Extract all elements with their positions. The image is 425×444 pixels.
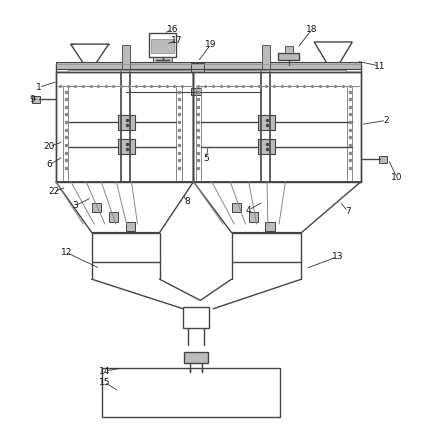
Text: 19: 19 <box>204 40 216 49</box>
Bar <box>102 368 280 417</box>
Bar <box>278 52 299 60</box>
Text: 10: 10 <box>391 173 402 182</box>
Bar <box>126 222 135 231</box>
Text: 8: 8 <box>184 197 190 206</box>
Text: 13: 13 <box>332 252 343 261</box>
Polygon shape <box>193 182 361 233</box>
Bar <box>258 139 275 154</box>
Bar <box>266 222 275 231</box>
Bar <box>193 71 361 182</box>
Bar <box>92 203 101 212</box>
Text: 18: 18 <box>306 25 318 34</box>
Bar <box>68 70 346 75</box>
Text: 22: 22 <box>48 187 59 196</box>
Bar <box>119 139 136 154</box>
Bar <box>183 307 209 328</box>
Text: 4: 4 <box>246 206 251 214</box>
Bar <box>109 212 118 222</box>
Bar <box>379 156 387 163</box>
Text: 6: 6 <box>46 160 52 169</box>
Bar <box>153 57 172 62</box>
Bar <box>284 46 293 52</box>
Polygon shape <box>314 42 352 63</box>
Text: 3: 3 <box>72 202 78 210</box>
Bar <box>232 233 301 262</box>
Bar <box>32 96 40 103</box>
Text: 1: 1 <box>36 83 42 92</box>
Polygon shape <box>56 182 193 233</box>
Text: 11: 11 <box>374 62 385 71</box>
Text: 17: 17 <box>171 36 182 45</box>
Text: 9: 9 <box>30 95 35 103</box>
Bar <box>119 115 136 130</box>
Text: 7: 7 <box>345 207 351 216</box>
Bar <box>92 233 159 262</box>
Bar <box>258 115 275 130</box>
Polygon shape <box>71 44 109 63</box>
Bar <box>184 353 208 363</box>
Text: 12: 12 <box>61 248 72 257</box>
Bar <box>249 212 258 222</box>
Text: 20: 20 <box>44 142 55 151</box>
Text: 5: 5 <box>203 154 209 163</box>
Text: 16: 16 <box>167 25 178 34</box>
Text: 15: 15 <box>99 378 110 387</box>
Bar <box>151 39 174 53</box>
Text: 14: 14 <box>99 367 110 376</box>
Bar <box>56 71 193 182</box>
Bar <box>149 33 176 57</box>
Bar <box>262 45 270 69</box>
Bar <box>191 63 204 71</box>
Bar <box>191 88 201 95</box>
Text: 2: 2 <box>383 116 389 125</box>
Bar <box>56 64 361 71</box>
Bar <box>56 62 361 69</box>
Bar <box>232 203 241 212</box>
Bar <box>122 45 130 69</box>
